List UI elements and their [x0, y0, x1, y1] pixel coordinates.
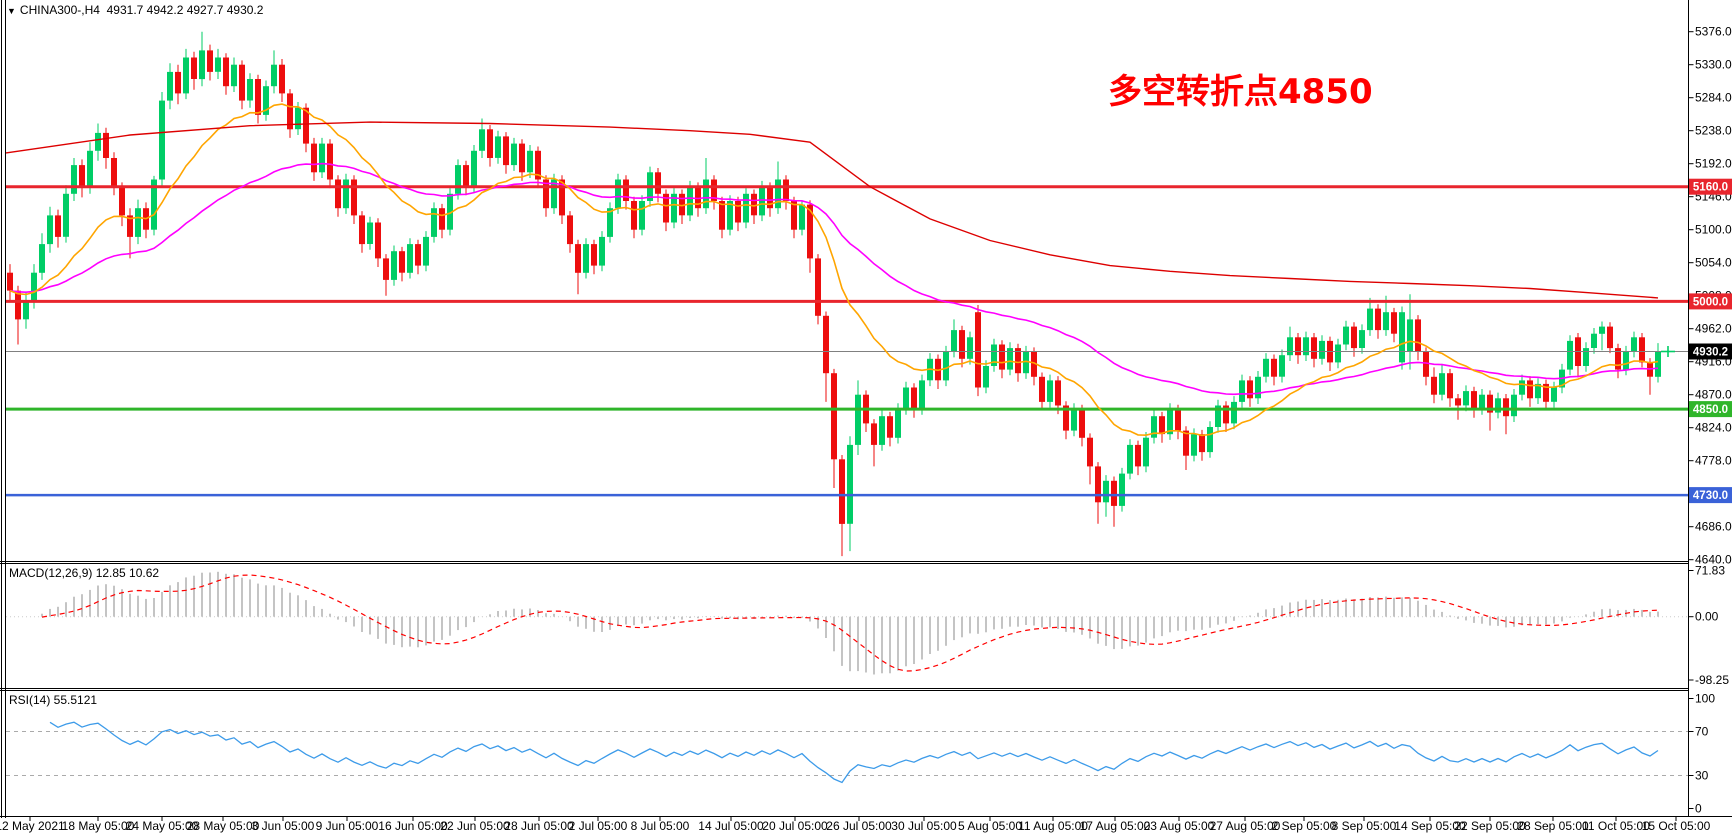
- svg-text:28 Sep 05:00: 28 Sep 05:00: [1517, 819, 1589, 833]
- svg-text:9 Jun 05:00: 9 Jun 05:00: [316, 819, 379, 833]
- svg-text:5376.0: 5376.0: [1695, 25, 1732, 39]
- last-price-marker-icon: [1661, 346, 1675, 357]
- svg-text:20 Jul 05:00: 20 Jul 05:00: [762, 819, 828, 833]
- macd-signal-line: [41, 574, 1659, 672]
- svg-text:17 Aug 05:00: 17 Aug 05:00: [1080, 819, 1151, 833]
- svg-text:4778.0: 4778.0: [1695, 454, 1732, 468]
- svg-text:4870.0: 4870.0: [1695, 388, 1732, 402]
- svg-text:3 Jun 05:00: 3 Jun 05:00: [252, 819, 315, 833]
- symbol-ohlc-label: ▼ CHINA300-,H4 4931.7 4942.2 4927.7 4930.…: [7, 3, 263, 17]
- svg-text:24 May 05:00: 24 May 05:00: [126, 819, 199, 833]
- svg-text:5054.0: 5054.0: [1695, 256, 1732, 270]
- svg-text:70: 70: [1695, 725, 1709, 739]
- svg-text:5100.0: 5100.0: [1695, 223, 1732, 237]
- svg-text:-98.25: -98.25: [1695, 673, 1729, 687]
- price-axis: 5376.05330.05284.05238.05192.05146.05100…: [1688, 25, 1732, 567]
- rsi-indicator-label: RSI(14) 55.5121: [9, 693, 98, 707]
- ma-long-line: [5, 121, 1659, 299]
- svg-text:14 Sep 05:00: 14 Sep 05:00: [1394, 819, 1466, 833]
- collapse-triangle-icon[interactable]: ▼: [7, 6, 16, 16]
- svg-text:5284.0: 5284.0: [1695, 91, 1732, 105]
- svg-text:5160.0: 5160.0: [1693, 182, 1728, 194]
- panel-borders: [0, 0, 1732, 818]
- candles-layer: [7, 31, 1661, 557]
- svg-text:5192.0: 5192.0: [1695, 157, 1732, 171]
- svg-text:15 Oct 05:00: 15 Oct 05:00: [1642, 819, 1711, 833]
- svg-text:30 Jul 05:00: 30 Jul 05:00: [891, 819, 957, 833]
- svg-text:12 May 2021: 12 May 2021: [0, 819, 65, 833]
- ma-fast-line: [9, 103, 1659, 437]
- svg-text:14 Jul 05:00: 14 Jul 05:00: [698, 819, 764, 833]
- svg-text:11 Oct 05:00: 11 Oct 05:00: [1582, 819, 1650, 833]
- svg-text:0.00: 0.00: [1695, 610, 1719, 624]
- svg-text:8 Jul 05:00: 8 Jul 05:00: [631, 819, 690, 833]
- svg-text:28 May 05:00: 28 May 05:00: [187, 819, 260, 833]
- macd-indicator-label: MACD(12,26,9) 12.85 10.62: [9, 566, 160, 580]
- svg-text:5238.0: 5238.0: [1695, 124, 1732, 138]
- svg-text:8 Sep 05:00: 8 Sep 05:00: [1332, 819, 1397, 833]
- svg-text:22 Jun 05:00: 22 Jun 05:00: [440, 819, 510, 833]
- horizontal-level-lines: [6, 185, 1689, 497]
- rsi-axis: 100 70 30 0: [1688, 692, 1715, 816]
- svg-text:5330.0: 5330.0: [1695, 58, 1732, 72]
- svg-text:22 Sep 05:00: 22 Sep 05:00: [1454, 819, 1526, 833]
- svg-text:27 Aug 05:00: 27 Aug 05:00: [1210, 819, 1281, 833]
- svg-text:5000.0: 5000.0: [1693, 296, 1728, 308]
- svg-text:16 Jun 05:00: 16 Jun 05:00: [378, 819, 448, 833]
- macd-histogram: [41, 571, 1659, 675]
- symbol-name: CHINA300-,H4: [19, 3, 100, 17]
- svg-text:5 Aug 05:00: 5 Aug 05:00: [958, 819, 1022, 833]
- svg-text:30: 30: [1695, 769, 1709, 783]
- svg-text:4930.2: 4930.2: [1693, 347, 1728, 359]
- svg-text:100: 100: [1695, 692, 1715, 706]
- svg-text:4962.0: 4962.0: [1695, 322, 1732, 336]
- svg-text:28 Jun 05:00: 28 Jun 05:00: [504, 819, 574, 833]
- svg-text:4850.0: 4850.0: [1693, 404, 1728, 416]
- svg-text:4686.0: 4686.0: [1695, 520, 1732, 534]
- svg-text:2 Sep 05:00: 2 Sep 05:00: [1272, 819, 1337, 833]
- svg-text:2 Jul 05:00: 2 Jul 05:00: [569, 819, 628, 833]
- svg-text:26 Jul 05:00: 26 Jul 05:00: [826, 819, 892, 833]
- svg-text:11 Aug 05:00: 11 Aug 05:00: [1018, 819, 1088, 833]
- rsi-line: [49, 721, 1659, 784]
- macd-axis: 71.83 0.00 -98.25: [1688, 564, 1729, 687]
- ma-slow-line: [9, 162, 1659, 396]
- svg-text:18 May 05:00: 18 May 05:00: [62, 819, 135, 833]
- svg-text:23 Aug 05:00: 23 Aug 05:00: [1144, 819, 1215, 833]
- svg-text:4730.0: 4730.0: [1693, 490, 1728, 502]
- svg-text:4824.0: 4824.0: [1695, 421, 1732, 435]
- price-badges: 5160.0 5000.0 4930.2 4850.0 4730.0: [1689, 178, 1732, 504]
- annotation-text: 多空转折点4850: [1108, 72, 1373, 112]
- svg-text:71.83: 71.83: [1695, 564, 1725, 578]
- ohlc-values: 4931.7 4942.2 4927.7 4930.2: [106, 3, 264, 17]
- svg-text:4640.0: 4640.0: [1695, 553, 1732, 567]
- svg-text:0: 0: [1695, 802, 1702, 816]
